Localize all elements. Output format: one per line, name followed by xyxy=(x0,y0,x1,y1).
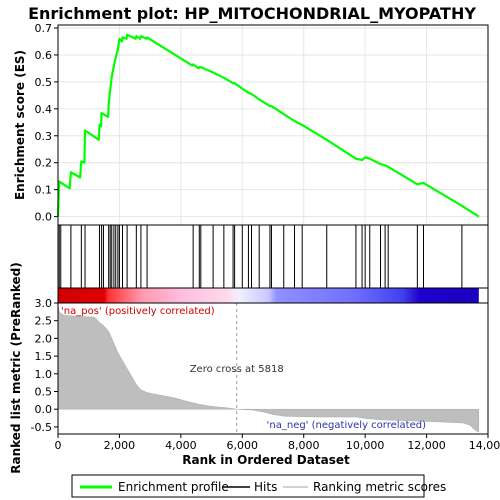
metric-y-tick-label: 1.0 xyxy=(35,368,53,381)
metric-y-tick-label: 2.5 xyxy=(35,315,53,328)
metric-y-tick-label: 2.0 xyxy=(35,332,53,345)
x-axis-ticks: 0 2,000 4,000 6,000 8,000 10,000 12,000 14,000 xyxy=(55,434,500,452)
x-tick-label: 0 xyxy=(55,439,62,452)
es-y-tick-label: 0.6 xyxy=(35,49,53,62)
enrichment-profile-line xyxy=(56,33,480,218)
hits-layer xyxy=(58,225,463,288)
na-pos-label: 'na_pos' (positively correlated) xyxy=(61,306,215,317)
x-tick-label: 12,000 xyxy=(407,439,446,452)
es-y-tick-label: 0.3 xyxy=(35,130,53,143)
metric-y-tick-label: 1.5 xyxy=(35,350,53,363)
x-tick-label: 6,000 xyxy=(227,439,259,452)
metric-y-tick-label: 0.5 xyxy=(35,386,53,399)
metric-y-ticks: -0.5 0.0 0.5 1.0 1.5 2.0 2.5 3.0 xyxy=(31,297,58,434)
x-tick-label: 8,000 xyxy=(288,439,320,452)
metric-y-tick-label: -0.5 xyxy=(31,421,52,434)
metric-panel-frame xyxy=(57,302,489,435)
x-tick-label: 4,000 xyxy=(165,439,197,452)
es-y-tick-label: 0.1 xyxy=(35,184,53,197)
zero-cross-label: Zero cross at 5818 xyxy=(190,364,284,375)
es-y-tick-label: 0.2 xyxy=(35,157,53,170)
ranked-list-color-bar xyxy=(58,288,479,303)
hits-panel-background xyxy=(58,225,488,288)
es-y-axis-title: Enrichment score (ES) xyxy=(13,50,27,200)
es-y-tick-label: 0.7 xyxy=(35,22,53,35)
legend-box xyxy=(71,474,425,498)
x-tick-label: 10,000 xyxy=(346,439,385,452)
metric-y-tick-label: 3.0 xyxy=(35,297,53,310)
chart-title: Enrichment plot: HP_MITOCHONDRIAL_MYOPAT… xyxy=(28,4,476,23)
es-y-tick-label: 0.0 xyxy=(35,211,53,224)
legend: Enrichment profile Hits Ranking metric s… xyxy=(71,474,446,498)
x-tick-label: 14,000 xyxy=(469,439,500,452)
legend-hits-label: Hits xyxy=(254,480,277,494)
metric-y-axis-title: Ranked list metric (PreRanked) xyxy=(9,262,23,474)
x-tick-label: 2,000 xyxy=(104,439,136,452)
metric-y-tick-label: 0.0 xyxy=(35,403,53,416)
enrichment-profile-layer xyxy=(56,33,480,218)
legend-ranking-label: Ranking metric scores xyxy=(313,480,446,494)
ranking-metric-area xyxy=(57,302,480,433)
es-y-tick-label: 0.5 xyxy=(35,76,53,89)
na-neg-label: 'na_neg' (negatively correlated) xyxy=(267,420,426,431)
es-y-ticks: 0.0 0.1 0.2 0.3 0.4 0.5 0.6 0.7 xyxy=(35,22,58,224)
x-axis-title: Rank in Ordered Dataset xyxy=(182,453,350,467)
legend-enrichment-label: Enrichment profile xyxy=(118,480,229,494)
es-panel-background xyxy=(58,25,488,225)
ranking-metric-layer xyxy=(57,302,480,433)
es-y-tick-label: 0.4 xyxy=(35,103,53,116)
